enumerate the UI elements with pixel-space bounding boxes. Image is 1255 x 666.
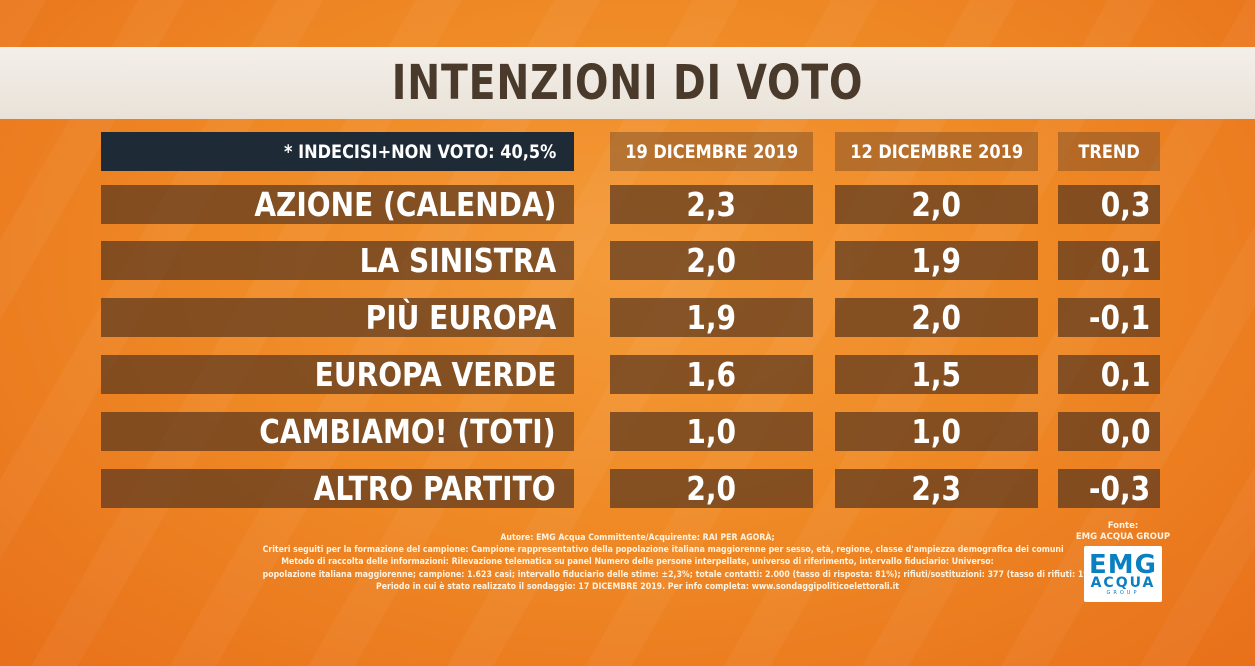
party-label-text: LA SINISTRA: [359, 241, 556, 280]
value-previous: 1,9: [835, 241, 1038, 280]
column-header-previous: 12 DICEMBRE 2019: [835, 132, 1038, 171]
methodology-footer: Autore: EMG Acqua Committente/Acquirente…: [230, 532, 1104, 593]
column-header-previous-text: 12 DICEMBRE 2019: [850, 140, 1023, 163]
source-name: EMG ACQUA GROUP: [1075, 532, 1171, 542]
party-label-text: AZIONE (CALENDA): [253, 185, 556, 224]
value-current: 1,0: [610, 412, 813, 451]
value-previous-text: 2,0: [911, 185, 962, 224]
value-previous-text: 2,3: [911, 469, 962, 508]
value-current-text: 1,9: [686, 298, 737, 337]
logo-tiny-text: GROUP: [1106, 589, 1140, 596]
footer-line: Criteri seguiti per la formazione del ca…: [262, 545, 1064, 556]
value-trend: 0,1: [1058, 355, 1160, 394]
column-header-current: 19 DICEMBRE 2019: [610, 132, 813, 171]
value-trend-text: -0,3: [1088, 469, 1150, 508]
value-previous-text: 2,0: [911, 298, 962, 337]
party-label: ALTRO PARTITO: [101, 469, 574, 508]
value-current: 1,6: [610, 355, 813, 394]
value-current-text: 1,6: [686, 355, 737, 394]
column-header-trend: TREND: [1058, 132, 1160, 171]
value-trend: 0,3: [1058, 185, 1160, 224]
value-trend: -0,1: [1058, 298, 1160, 337]
value-trend: -0,3: [1058, 469, 1160, 508]
value-trend-text: 0,1: [1100, 241, 1150, 280]
party-label: EUROPA VERDE: [101, 355, 574, 394]
footer-line: popolazione italiana maggiorenne; campio…: [262, 569, 1104, 580]
value-trend-text: 0,1: [1100, 355, 1150, 394]
value-previous: 1,0: [835, 412, 1038, 451]
column-header-current-text: 19 DICEMBRE 2019: [625, 140, 798, 163]
column-header-trend-text: TREND: [1078, 140, 1140, 163]
party-label: LA SINISTRA: [101, 241, 574, 280]
value-current-text: 2,3: [686, 185, 737, 224]
party-label-text: CAMBIAMO! (TOTI): [259, 412, 556, 451]
party-label: PIÙ EUROPA: [101, 298, 574, 337]
footer-line: Periodo in cui è stato realizzato il son…: [375, 581, 899, 592]
party-label: AZIONE (CALENDA): [101, 185, 574, 224]
value-previous-text: 1,9: [911, 241, 962, 280]
footer-line: Metodo di raccolta delle informazioni: R…: [281, 557, 994, 568]
value-current-text: 1,0: [686, 412, 737, 451]
party-label-text: PIÙ EUROPA: [365, 298, 556, 337]
value-trend: 0,1: [1058, 241, 1160, 280]
value-trend-text: -0,1: [1088, 298, 1150, 337]
undecided-note: * INDECISI+NON VOTO: 40,5%: [101, 132, 574, 171]
value-previous: 2,0: [835, 298, 1038, 337]
footer-line: Autore: EMG Acqua Committente/Acquirente…: [500, 533, 775, 543]
logo-sub-text: ACQUA: [1090, 574, 1156, 591]
value-previous: 1,5: [835, 355, 1038, 394]
value-previous-text: 1,5: [911, 355, 962, 394]
value-current: 2,0: [610, 469, 813, 508]
value-trend-text: 0,3: [1100, 185, 1150, 224]
party-label: CAMBIAMO! (TOTI): [101, 412, 574, 451]
value-previous: 2,3: [835, 469, 1038, 508]
value-previous-text: 1,0: [911, 412, 962, 451]
logo-main-text: EMG: [1089, 549, 1157, 580]
value-current-text: 2,0: [686, 469, 737, 508]
value-trend: 0,0: [1058, 412, 1160, 451]
value-current-text: 2,0: [686, 241, 737, 280]
value-previous: 2,0: [835, 185, 1038, 224]
emg-logo: EMG ACQUA GROUP: [1084, 546, 1162, 602]
party-label-text: EUROPA VERDE: [314, 355, 556, 394]
value-current: 2,0: [610, 241, 813, 280]
party-label-text: ALTRO PARTITO: [314, 469, 556, 508]
value-trend-text: 0,0: [1100, 412, 1150, 451]
value-current: 2,3: [610, 185, 813, 224]
title-band: INTENZIONI DI VOTO: [0, 47, 1255, 119]
source-label: Fonte:: [1107, 521, 1139, 531]
undecided-note-text: * INDECISI+NON VOTO: 40,5%: [283, 140, 556, 163]
value-current: 1,9: [610, 298, 813, 337]
page-title: INTENZIONI DI VOTO: [391, 55, 864, 111]
source-credit: Fonte: EMG ACQUA GROUP: [1070, 521, 1176, 543]
